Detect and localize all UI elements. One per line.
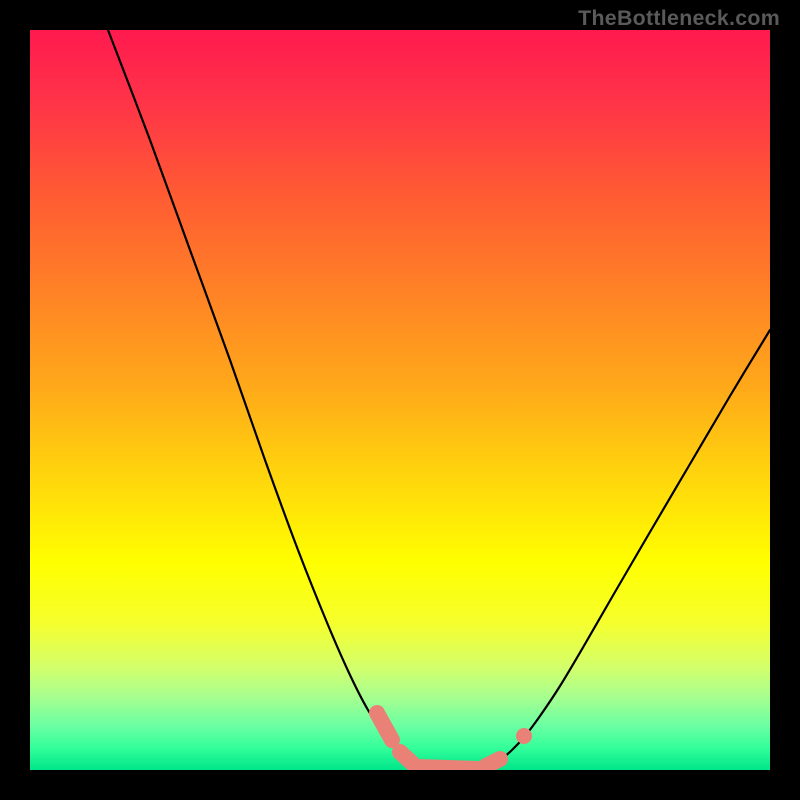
marker-dot: [516, 728, 532, 744]
chart-canvas: TheBottleneck.com: [0, 0, 800, 800]
marker-capsule: [486, 759, 500, 766]
marker-capsule: [418, 767, 478, 769]
plot-background: [30, 30, 770, 770]
marker-capsule: [400, 752, 412, 763]
watermark-text: TheBottleneck.com: [578, 6, 780, 31]
bottleneck-curve-chart: [0, 0, 800, 800]
